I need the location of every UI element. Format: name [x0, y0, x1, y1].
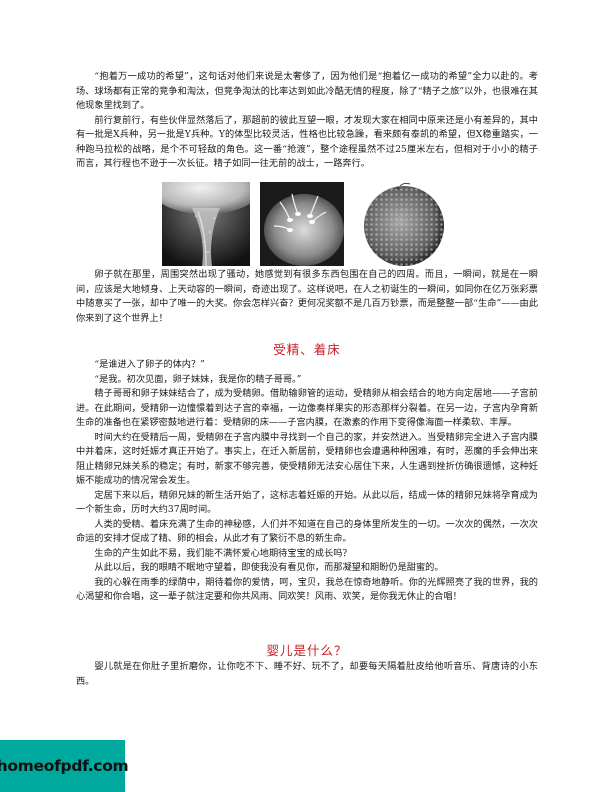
watermark-text: homeofpdf.com — [0, 757, 129, 775]
paragraph: “是我。初次见面，卵子妹妹，我是你的精子哥哥。” — [94, 373, 302, 385]
paragraph: 生命的产生如此不易，我们能不满怀爱心地期待宝宝的成长吗？ — [94, 547, 352, 559]
baby-text: 婴儿就是在你肚子里折磨你，让你吃不下、睡不好、玩不了，却要每天隔着肚皮给他听音乐… — [76, 660, 538, 689]
paragraph: 人类的受精、着床充满了生命的神秘感，人们并不知道在自己的身体里所发生的一切。一次… — [76, 518, 538, 545]
paragraph: 从此以后，我的眼睛不眠地守望着，即使我没有看见你，而那凝望和期盼仍是甜蜜的。 — [94, 562, 444, 573]
section-heading-what-is-baby: 婴儿是什么？ — [266, 643, 348, 658]
paragraph: 前行复前行，有些伙伴显然落后了，那超前的彼此互望一眼，才发现大家在相同中原来还是… — [76, 114, 538, 170]
watermark-logo: homeofpdf.com — [0, 740, 129, 792]
egg-photo-3 — [354, 182, 454, 266]
paragraph: “是谁进入了卵子的体内？” — [94, 359, 205, 370]
paragraph: 婴儿就是在你肚子里折磨你，让你吃不下、睡不好、玩不了，却要每天隔着肚皮给他听音乐… — [76, 661, 538, 687]
paragraph: 卵子就在那里，周围突然出现了骚动，她感觉到有很多东西包围在自己的四周。而且，一瞬… — [76, 269, 538, 324]
egg-text: 卵子就在那里，周围突然出现了骚动，她感觉到有很多东西包围在自己的四周。而且，一瞬… — [76, 268, 538, 326]
paragraph: 定居下来以后，精卵兄妹的新生活开始了，这标志着妊娠的开始。从此以后，结成一体的精… — [76, 489, 538, 516]
fertilization-text: “是谁进入了卵子的体内？” “是我。初次见面，卵子妹妹，我是你的精子哥哥。” 精… — [76, 358, 538, 605]
paragraph: 我的心躲在雨季的绿荫中，期待着你的爱情，呵，宝贝，我总在惊奇地静听。你的光辉照亮… — [76, 576, 538, 603]
intro-text: “抱着万一成功的希望”，这句话对他们来说是太奢侈了，因为他们是“抱着亿一成功的希… — [76, 70, 538, 172]
paragraph: 精子哥哥和卵子妹妹结合了，成为受精卵。借助输卵管的运动，受精卵从相会结合的地方向… — [76, 388, 538, 428]
egg-photo-1 — [162, 182, 250, 266]
egg-photo-2 — [260, 182, 344, 266]
section-heading-fertilization: 受精、着床 — [273, 342, 341, 357]
sperm-egg-photo-strip — [162, 182, 454, 266]
paragraph: 时间大约在受精后一周，受精卵在子宫内膜中寻找到一个自己的家，并安然进入。当受精卵… — [76, 431, 538, 487]
paragraph: “抱着万一成功的希望”，这句话对他们来说是太奢侈了，因为他们是“抱着亿一成功的希… — [76, 71, 538, 111]
